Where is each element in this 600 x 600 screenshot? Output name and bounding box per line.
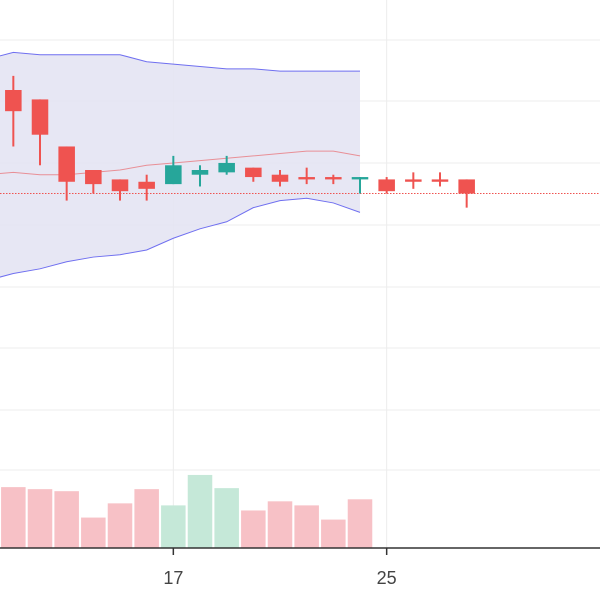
bollinger-band-fill (0, 52, 360, 278)
candle-body (111, 179, 129, 192)
volume-bar (27, 489, 53, 548)
x-tick-label: 17 (163, 568, 183, 588)
volume-bar (134, 489, 159, 548)
candle-body (58, 146, 75, 182)
candle-body (165, 165, 182, 185)
candle-body (458, 179, 475, 194)
bollinger-upper-line (0, 51, 360, 72)
candle-body (405, 179, 422, 182)
volume-bar (241, 510, 266, 548)
candle-body (138, 181, 155, 189)
candle-body (271, 174, 289, 182)
volume-bar (161, 505, 186, 548)
candle-body (85, 170, 102, 185)
volume-bar (347, 499, 373, 548)
candle-body (351, 177, 369, 180)
volume-bar (54, 491, 79, 548)
volume-bar (187, 474, 213, 548)
volume-bar (81, 517, 106, 548)
candle-body (245, 167, 262, 178)
x-tick-label: 25 (377, 568, 397, 588)
volume-bar (214, 488, 239, 548)
volume-bar (267, 501, 293, 548)
candle-body (218, 162, 235, 173)
volume-bar (107, 503, 133, 548)
candle-body (31, 99, 49, 135)
candle-body (431, 179, 449, 182)
candle-body (378, 179, 395, 192)
volume-bar (321, 519, 346, 548)
candle-body (325, 177, 342, 180)
candle-body (298, 177, 315, 180)
bollinger-lower-line (0, 197, 361, 278)
candle-body (5, 90, 22, 112)
volume-bar (294, 505, 319, 548)
candle-body (191, 170, 209, 175)
volume-bar (1, 487, 26, 548)
